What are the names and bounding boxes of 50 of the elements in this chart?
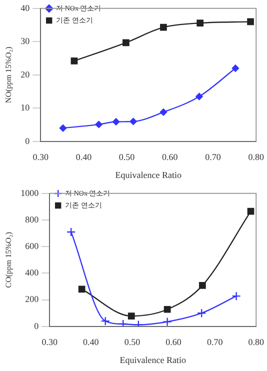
point — [232, 64, 240, 72]
point — [199, 282, 206, 289]
y-tick-label: 200 — [25, 294, 40, 304]
point — [196, 20, 204, 26]
point — [66, 227, 76, 237]
point — [122, 39, 130, 46]
point — [162, 317, 172, 326]
point — [118, 319, 128, 326]
x-tick-label: 0.40 — [76, 152, 92, 162]
point — [112, 118, 120, 126]
point — [130, 118, 137, 126]
point — [160, 108, 168, 116]
x-tick-label: 0.60 — [162, 152, 178, 162]
y-tick-label: 800 — [25, 214, 40, 224]
y-tick-label: 0 — [25, 136, 30, 146]
point — [247, 208, 254, 215]
x-tick-label: 0.80 — [248, 152, 264, 162]
x-axis-title: Equivalence Ratio — [120, 354, 186, 365]
point — [196, 92, 203, 100]
point — [232, 291, 241, 301]
x-tick-label: 0.60 — [166, 337, 182, 348]
y-tick-label: 600 — [25, 240, 40, 251]
point — [95, 120, 102, 128]
point — [78, 286, 86, 293]
y-tick-label: 30 — [20, 36, 30, 46]
point — [164, 306, 171, 313]
y-tick-label: 20 — [20, 69, 30, 80]
y-axis-title: CO(ppm 15%O₂) — [4, 232, 13, 288]
point — [70, 58, 78, 64]
point — [128, 312, 135, 320]
y-tick-label: 0 — [34, 320, 40, 331]
x-tick-label: 0.40 — [83, 337, 100, 348]
x-tick-label: 0.50 — [124, 337, 141, 348]
point — [197, 308, 206, 318]
x-tick-label: 0.70 — [206, 337, 224, 348]
y-axis-title: NO(ppm 15%O₂) — [4, 46, 13, 104]
y-tick-label: 400 — [25, 268, 40, 278]
x-tick-label: 0.30 — [42, 337, 58, 348]
x-tick-label: 0.30 — [32, 152, 49, 162]
y-tick-label: 1000 — [20, 188, 40, 198]
x-tick-label: 0.70 — [205, 152, 222, 162]
point — [247, 18, 254, 26]
y-tick-label: 40 — [20, 2, 30, 13]
y-tick-label: 10 — [20, 102, 30, 113]
point — [59, 124, 67, 132]
x-tick-label: 0.50 — [118, 152, 136, 162]
x-tick-label: 0.80 — [248, 337, 264, 348]
point — [160, 24, 167, 31]
x-axis-title: Equivalence Ratio — [115, 170, 182, 180]
point — [100, 316, 110, 326]
